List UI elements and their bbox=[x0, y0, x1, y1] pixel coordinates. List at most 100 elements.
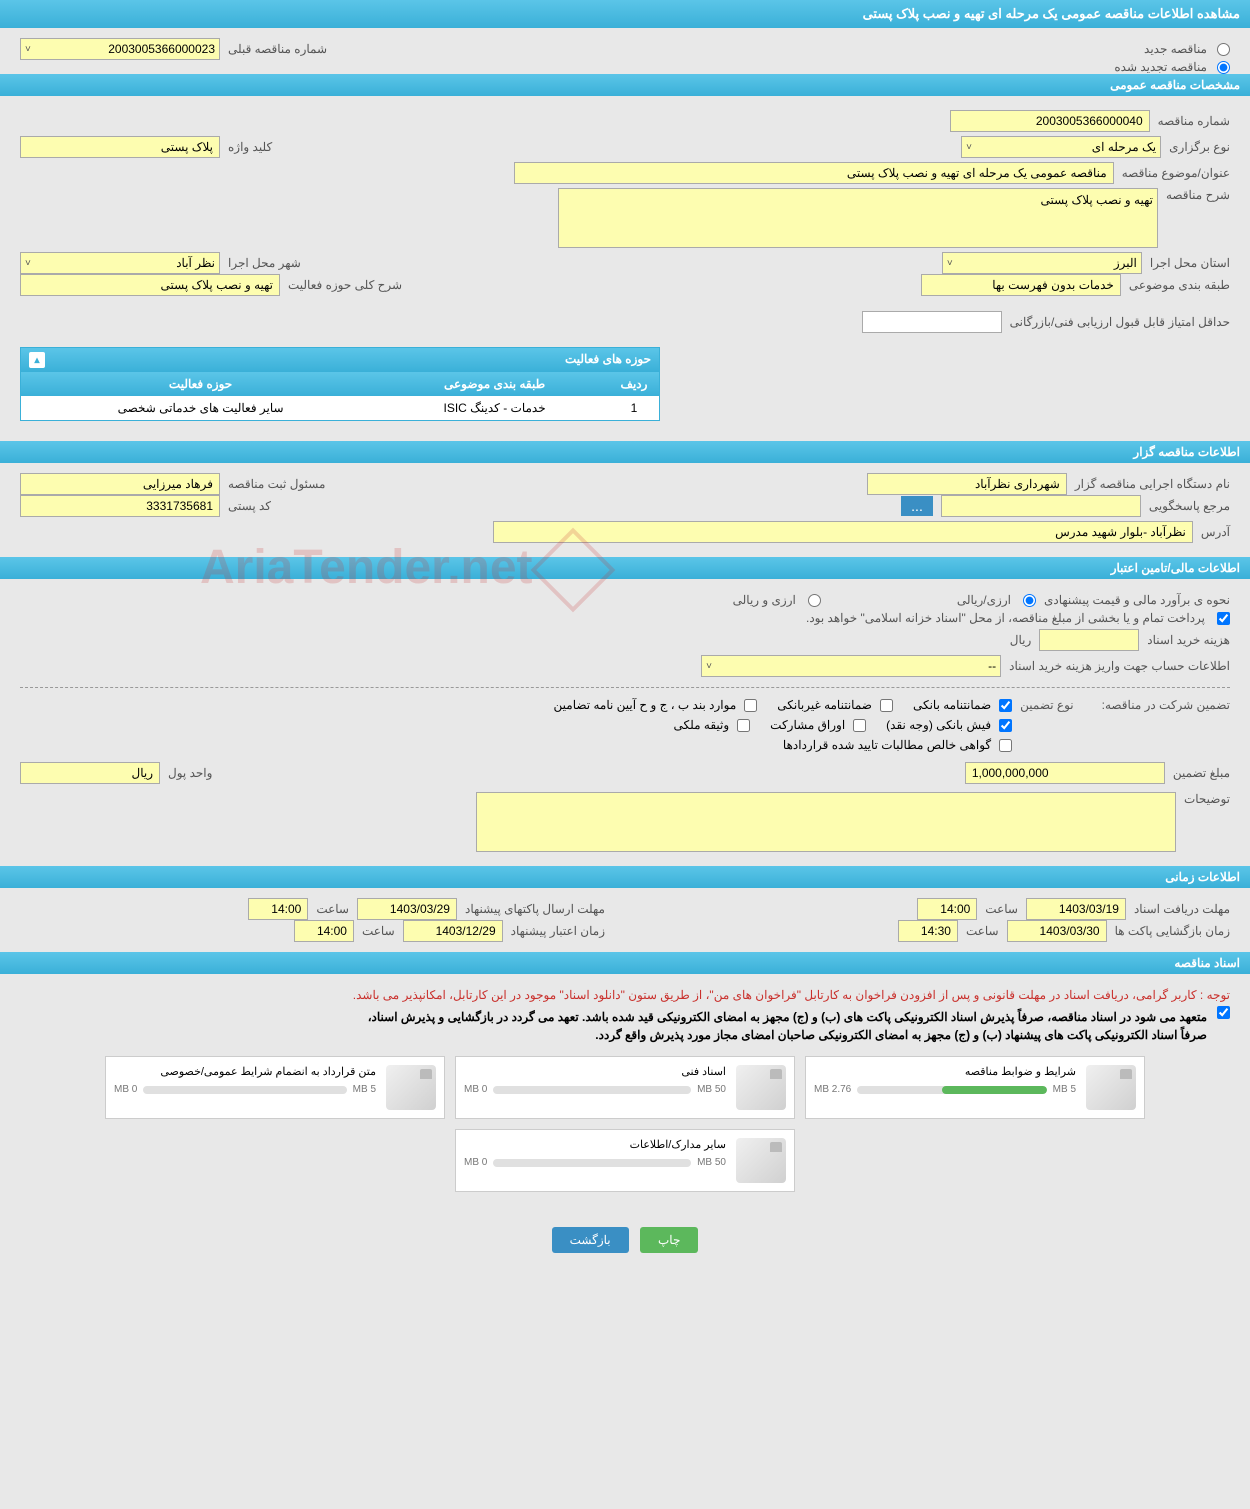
doc-cost-field[interactable] bbox=[1039, 629, 1139, 651]
min-score-field[interactable] bbox=[862, 311, 1002, 333]
method-opt1-radio[interactable] bbox=[1023, 594, 1036, 607]
doc-cost-label: هزینه خرید اسناد bbox=[1147, 633, 1230, 647]
file-bar-fill bbox=[942, 1086, 1046, 1094]
address-label: آدرس bbox=[1201, 525, 1230, 539]
holding-type-label: نوع برگزاری bbox=[1169, 140, 1230, 154]
file-title: سایر مدارک/اطلاعات bbox=[464, 1138, 726, 1151]
address-field: نظرآباد -بلوار شهید مدرس bbox=[493, 521, 1193, 543]
province-label: استان محل اجرا bbox=[1150, 256, 1230, 270]
commit-checkbox[interactable] bbox=[1217, 1006, 1230, 1019]
section-docs: اسناد مناقصه bbox=[0, 952, 1250, 974]
executor-field: شهرداری نظرآباد bbox=[867, 473, 1067, 495]
file-item[interactable]: شرایط و ضوابط مناقصه 5 MB 2.76 MB bbox=[805, 1056, 1145, 1119]
print-button[interactable]: چاپ bbox=[640, 1227, 698, 1253]
notice-black2: صرفاً اسناد الکترونیکی پاکت های پیشنهاد … bbox=[368, 1028, 1207, 1042]
collapse-icon[interactable]: ▴ bbox=[29, 352, 45, 368]
g-nonbank-checkbox[interactable] bbox=[880, 699, 893, 712]
g-bonds-checkbox[interactable] bbox=[853, 719, 866, 732]
section-financial: اطلاعات مالی/تامین اعتبار bbox=[0, 557, 1250, 579]
table-row: 1 خدمات - کدینگ ISIC سایر فعالیت های خدم… bbox=[21, 396, 659, 420]
file-used: 0 MB bbox=[114, 1084, 137, 1095]
folder-icon bbox=[386, 1065, 436, 1110]
deadline-label: مهلت دریافت اسناد bbox=[1134, 902, 1230, 916]
account-label: اطلاعات حساب جهت واریز هزینه خرید اسناد bbox=[1009, 659, 1230, 673]
opening-date-field[interactable]: 1403/03/30 bbox=[1007, 920, 1107, 942]
activity-table-panel: حوزه های فعالیت ▴ ردیف طبقه بندی موضوعی … bbox=[20, 347, 660, 421]
treasury-note: پرداخت تمام و یا بخشی از مبلغ مناقصه، از… bbox=[806, 611, 1205, 625]
g-bank-checkbox[interactable] bbox=[999, 699, 1012, 712]
keyword-field[interactable]: پلاک پستی bbox=[20, 136, 220, 158]
holding-type-select[interactable]: یک مرحله ای bbox=[961, 136, 1161, 158]
activity-table-title: حوزه های فعالیت bbox=[565, 352, 651, 368]
currency-label: واحد پول bbox=[168, 766, 212, 780]
validity-date-field[interactable]: 1403/12/29 bbox=[403, 920, 503, 942]
g-certificate-checkbox[interactable] bbox=[999, 739, 1012, 752]
file-item[interactable]: متن قرارداد به انضمام شرایط عمومی/خصوصی … bbox=[105, 1056, 445, 1119]
g-property-checkbox[interactable] bbox=[737, 719, 750, 732]
renewed-tender-radio[interactable] bbox=[1217, 61, 1230, 74]
new-tender-radio[interactable] bbox=[1217, 43, 1230, 56]
city-label: شهر محل اجرا bbox=[228, 256, 301, 270]
section-organizer: اطلاعات مناقصه گزار bbox=[0, 441, 1250, 463]
province-select[interactable]: البرز bbox=[942, 252, 1142, 274]
tender-number-field: 2003005366000040 bbox=[950, 110, 1150, 132]
notes-field[interactable] bbox=[476, 792, 1176, 852]
description-field[interactable]: تهیه و نصب پلاک پستی bbox=[558, 188, 1158, 248]
file-item[interactable]: سایر مدارک/اطلاعات 50 MB 0 MB bbox=[455, 1129, 795, 1192]
subject-class-field: خدمات بدون فهرست بها bbox=[921, 274, 1121, 296]
method-opt2-radio[interactable] bbox=[808, 594, 821, 607]
guarantee-amount-field[interactable]: 1,000,000,000 bbox=[965, 762, 1165, 784]
method-label: نحوه ی برآورد مالی و قیمت پیشنهادی bbox=[1044, 593, 1230, 607]
opening-time-label: ساعت bbox=[966, 924, 999, 938]
file-title: اسناد فنی bbox=[464, 1065, 726, 1078]
contact-field[interactable] bbox=[941, 495, 1141, 517]
executor-label: نام دستگاه اجرایی مناقصه گزار bbox=[1075, 477, 1230, 491]
folder-icon bbox=[1086, 1065, 1136, 1110]
g-property-label: وثیقه ملکی bbox=[674, 718, 730, 732]
currency-field: ریال bbox=[20, 762, 160, 784]
title-field[interactable]: مناقصه عمومی یک مرحله ای تهیه و نصب پلاک… bbox=[514, 162, 1114, 184]
folder-icon bbox=[736, 1138, 786, 1183]
guarantee-type-label: نوع تضمین bbox=[1020, 698, 1073, 712]
renewed-tender-label: مناقصه تجدید شده bbox=[1114, 60, 1207, 74]
submit-time-field[interactable]: 14:00 bbox=[248, 898, 308, 920]
account-select[interactable]: -- bbox=[701, 655, 1001, 677]
prev-number-select[interactable]: 2003005366000023 bbox=[20, 38, 220, 60]
method-opt1-label: ارزی/ریالی bbox=[957, 593, 1011, 607]
reg-label: مسئول ثبت مناقصه bbox=[228, 477, 325, 491]
submit-label: مهلت ارسال پاکتهای پیشنهاد bbox=[465, 902, 605, 916]
validity-label: زمان اعتبار پیشنهاد bbox=[511, 924, 605, 938]
col-subject: طبقه بندی موضوعی bbox=[380, 372, 609, 396]
prev-number-label: شماره مناقصه قبلی bbox=[228, 42, 327, 56]
g-bonds-label: اوراق مشارکت bbox=[770, 718, 845, 732]
deadline-time-field[interactable]: 14:00 bbox=[917, 898, 977, 920]
contact-lookup-button[interactable]: ... bbox=[901, 496, 933, 516]
file-title: متن قرارداد به انضمام شرایط عمومی/خصوصی bbox=[114, 1065, 376, 1078]
postal-field: 3331735681 bbox=[20, 495, 220, 517]
g-cash-label: فیش بانکی (وجه نقد) bbox=[886, 718, 991, 732]
file-item[interactable]: اسناد فنی 50 MB 0 MB bbox=[455, 1056, 795, 1119]
file-total: 50 MB bbox=[697, 1157, 726, 1168]
contact-label: مرجع پاسخگویی bbox=[1149, 499, 1230, 513]
notice-red: توجه : کاربر گرامی، دریافت اسناد در مهلت… bbox=[20, 988, 1230, 1002]
validity-time-field[interactable]: 14:00 bbox=[294, 920, 354, 942]
activity-scope-label: شرح کلی حوزه فعالیت bbox=[288, 278, 402, 292]
file-title: شرایط و ضوابط مناقصه bbox=[814, 1065, 1076, 1078]
deadline-date-field[interactable]: 1403/03/19 bbox=[1026, 898, 1126, 920]
cell-activity: سایر فعالیت های خدماتی شخصی bbox=[21, 396, 380, 420]
page-title: مشاهده اطلاعات مناقصه عمومی یک مرحله ای … bbox=[0, 0, 1250, 28]
file-used: 0 MB bbox=[464, 1084, 487, 1095]
guarantee-label: تضمین شرکت در مناقصه: bbox=[1102, 698, 1230, 712]
folder-icon bbox=[736, 1065, 786, 1110]
city-select[interactable]: نظر آباد bbox=[20, 252, 220, 274]
reg-field: فرهاد میرزایی bbox=[20, 473, 220, 495]
treasury-checkbox[interactable] bbox=[1217, 612, 1230, 625]
g-bank-label: ضمانتنامه بانکی bbox=[913, 698, 991, 712]
g-cash-checkbox[interactable] bbox=[999, 719, 1012, 732]
min-score-label: حداقل امتیاز قابل قبول ارزیابی فنی/بازرگ… bbox=[1010, 315, 1230, 329]
submit-date-field[interactable]: 1403/03/29 bbox=[357, 898, 457, 920]
cell-num: 1 bbox=[609, 396, 659, 420]
back-button[interactable]: بازگشت bbox=[552, 1227, 629, 1253]
opening-time-field[interactable]: 14:30 bbox=[898, 920, 958, 942]
g-bylaw-checkbox[interactable] bbox=[744, 699, 757, 712]
